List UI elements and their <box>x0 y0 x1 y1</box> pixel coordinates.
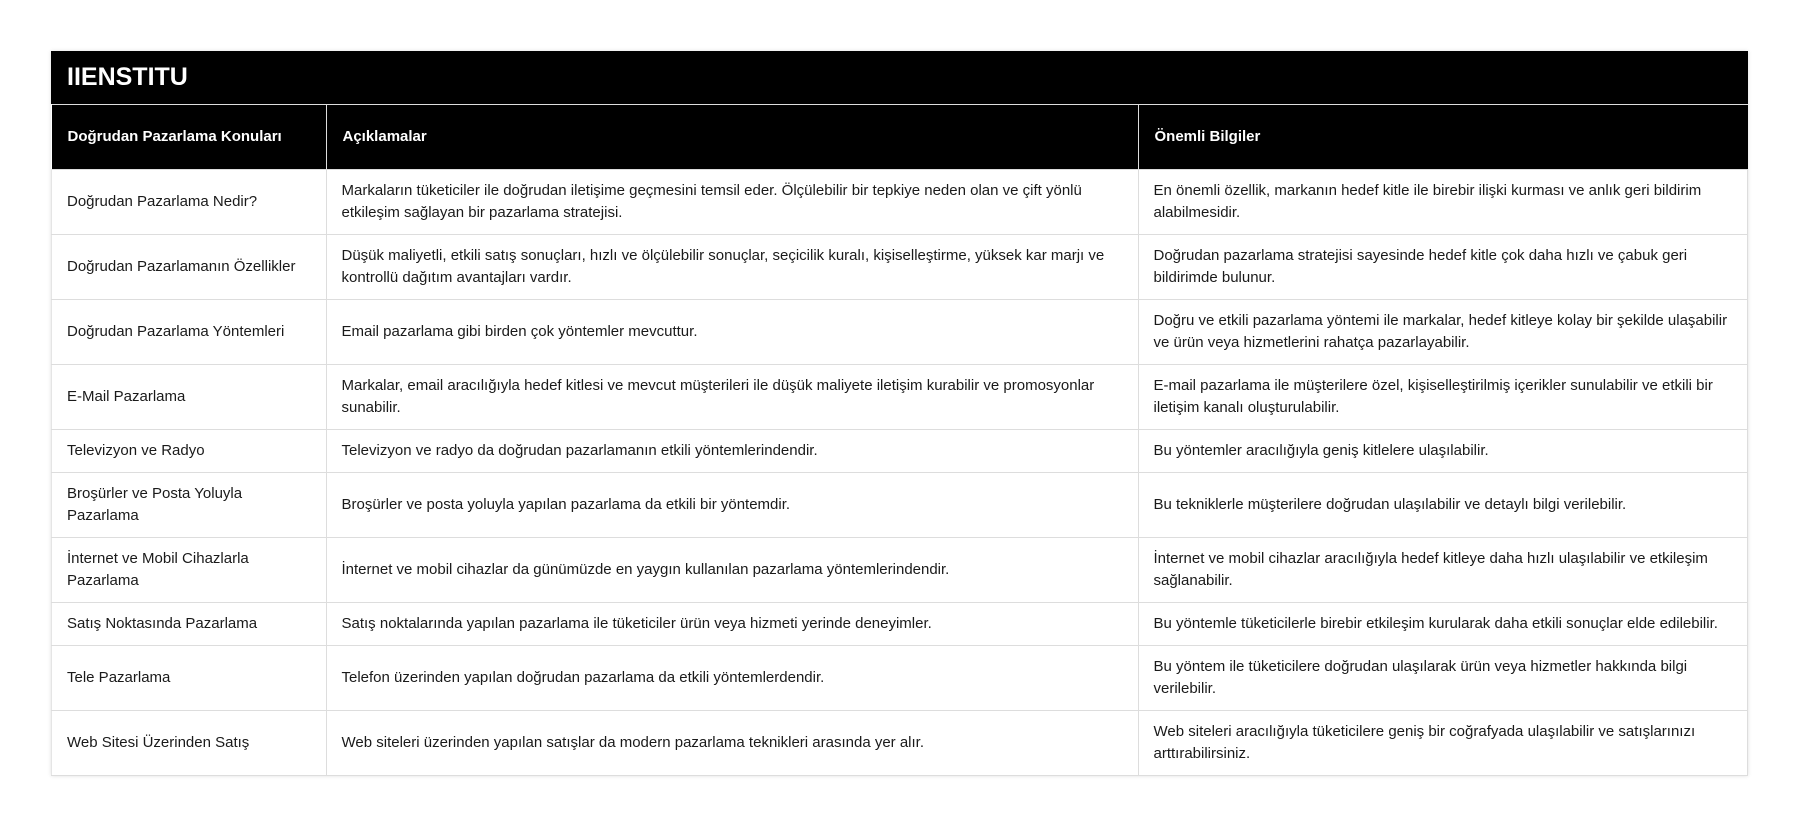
cell-topic: Doğrudan Pazarlamanın Özellikler <box>51 234 327 300</box>
cell-description: Broşürler ve posta yoluyla yapılan pazar… <box>325 472 1139 538</box>
table-row: Tele Pazarlama Telefon üzerinden yapılan … <box>51 645 1748 711</box>
cell-topic: E-Mail Pazarlama <box>51 364 327 430</box>
cell-topic: Doğrudan Pazarlama Nedir? <box>51 169 327 235</box>
table-row: İnternet ve Mobil Cihazlarla Pazarlama İn… <box>51 537 1748 603</box>
header-descriptions: Açıklamalar <box>325 104 1138 170</box>
cell-topic: Tele Pazarlama <box>51 645 327 711</box>
cell-description: Satış noktalarında yapılan pazarlama ile… <box>325 602 1139 646</box>
cell-topic: Doğrudan Pazarlama Yöntemleri <box>51 299 327 365</box>
table-row: Doğrudan Pazarlama Yöntemleri Email pazar… <box>51 299 1748 365</box>
cell-key-info: Bu yöntem ile tüketicilere doğrudan ulaş… <box>1137 645 1748 711</box>
header-topics: Doğrudan Pazarlama Konuları <box>51 104 326 170</box>
table-row: Doğrudan Pazarlamanın Özellikler Düşük ma… <box>51 234 1748 300</box>
cell-key-info: İnternet ve mobil cihazlar aracılığıyla … <box>1137 537 1748 603</box>
table-row: E-Mail Pazarlama Markalar, email aracılığ… <box>51 364 1748 430</box>
cell-description: Markalar, email aracılığıyla hedef kitle… <box>325 364 1139 430</box>
cell-description: İnternet ve mobil cihazlar da günümüzde … <box>325 537 1139 603</box>
cell-key-info: En önemli özellik, markanın hedef kitle … <box>1137 169 1748 235</box>
cell-description: Düşük maliyetli, etkili satış sonuçları,… <box>325 234 1139 300</box>
table-row: Web Sitesi Üzerinden Satış Web siteleri ü… <box>51 710 1748 776</box>
data-table: Doğrudan Pazarlama Konuları Açıklamalar … <box>51 104 1748 776</box>
cell-key-info: Doğru ve etkili pazarlama yöntemi ile ma… <box>1137 299 1748 365</box>
table-title: IIENSTITU <box>51 51 1748 104</box>
cell-topic: Web Sitesi Üzerinden Satış <box>51 710 327 776</box>
cell-key-info: Web siteleri aracılığıyla tüketicilere g… <box>1137 710 1748 776</box>
cell-description: Markaların tüketiciler ile doğrudan ilet… <box>325 169 1139 235</box>
cell-topic: Televizyon ve Radyo <box>51 429 327 473</box>
cell-key-info: Bu yöntemler aracılığıyla geniş kitleler… <box>1137 429 1748 473</box>
cell-description: Email pazarlama gibi birden çok yöntemle… <box>325 299 1139 365</box>
cell-description: Web siteleri üzerinden yapılan satışlar … <box>325 710 1139 776</box>
table-row: Televizyon ve Radyo Televizyon ve radyo d… <box>51 429 1748 473</box>
cell-topic: İnternet ve Mobil Cihazlarla Pazarlama <box>51 537 327 603</box>
cell-key-info: E-mail pazarlama ile müşterilere özel, k… <box>1137 364 1748 430</box>
table-row: Satış Noktasında Pazarlama Satış noktalar… <box>51 602 1748 646</box>
table-container: IIENSTITU Doğrudan Pazarlama Konuları Aç… <box>51 51 1748 776</box>
cell-topic: Broşürler ve Posta Yoluyla Pazarlama <box>51 472 327 538</box>
table-row: Broşürler ve Posta Yoluyla Pazarlama Broş… <box>51 472 1748 538</box>
cell-key-info: Doğrudan pazarlama stratejisi sayesinde … <box>1137 234 1748 300</box>
cell-key-info: Bu tekniklerle müşterilere doğrudan ulaş… <box>1137 472 1748 538</box>
cell-key-info: Bu yöntemle tüketicilerle birebir etkile… <box>1137 602 1748 646</box>
cell-description: Televizyon ve radyo da doğrudan pazarlam… <box>325 429 1139 473</box>
cell-topic: Satış Noktasında Pazarlama <box>51 602 327 646</box>
header-row: Doğrudan Pazarlama Konuları Açıklamalar … <box>51 104 1748 170</box>
header-key-info: Önemli Bilgiler <box>1137 104 1748 170</box>
cell-description: Telefon üzerinden yapılan doğrudan pazar… <box>325 645 1139 711</box>
table-row: Doğrudan Pazarlama Nedir? Markaların tüke… <box>51 169 1748 235</box>
